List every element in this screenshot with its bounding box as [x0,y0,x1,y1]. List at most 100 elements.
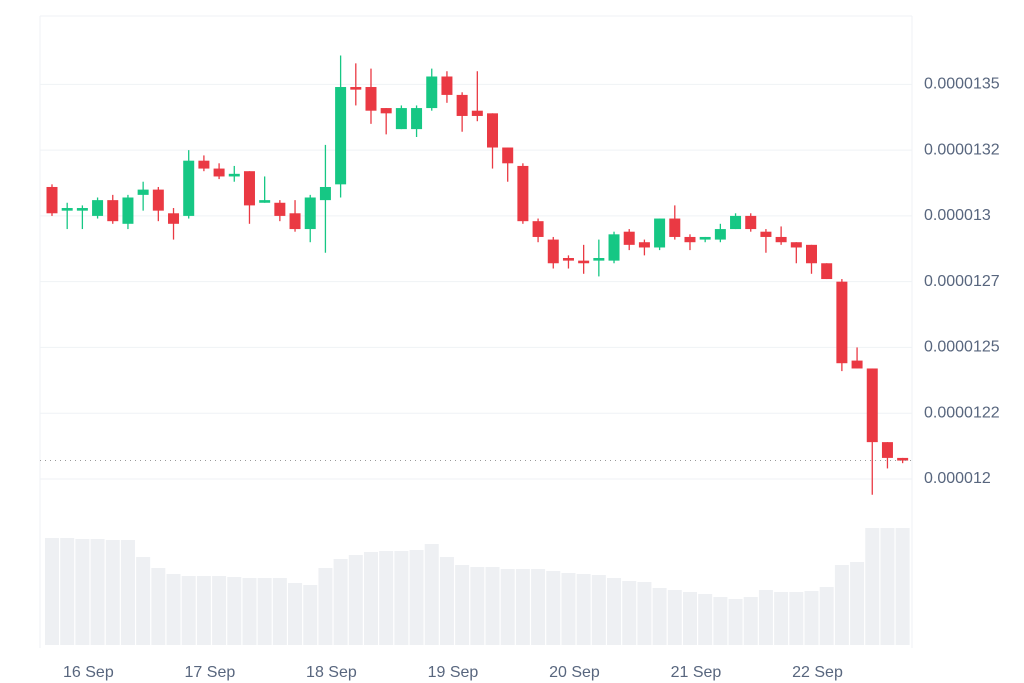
volume-bar [819,587,834,645]
candle-body [335,87,347,185]
volume-bar [318,568,333,645]
volume-bar [682,592,697,645]
candle-body [122,197,134,224]
candle-body [259,200,271,203]
candle-body [274,202,286,216]
x-tick-label: 20 Sep [549,664,600,681]
candle-body [411,108,423,130]
volume-bar [515,569,530,645]
y-tick-label: 0.0000127 [924,273,1000,290]
volume-bar [379,551,394,645]
candle-body [213,168,225,177]
volume-bar [394,551,409,645]
volume-bar [196,576,211,645]
volume-bar [242,578,257,645]
volume-bar [45,538,59,645]
volume-bar [546,571,561,645]
candle-body [380,108,392,114]
candle-body [654,218,666,248]
volume-bar [272,578,287,645]
volume-bar [880,528,895,645]
candle-body [821,263,833,280]
volume-bar [743,597,758,645]
x-tick-label: 21 Sep [671,664,722,681]
candle-body [61,208,73,211]
volume-bar [470,567,485,645]
y-tick-label: 0.0000132 [924,141,1000,158]
candle-body [730,215,742,230]
volume-bar [439,557,454,645]
candle-body [198,160,210,169]
candle-body [714,229,726,240]
candle-body [487,113,499,148]
candle-body [638,242,650,248]
volume-bar [834,565,849,645]
y-tick-label: 0.0000135 [924,76,1000,93]
candle-body [168,213,180,224]
candle-body [304,197,316,230]
x-tick-label: 22 Sep [792,664,843,681]
volume-bar [257,578,272,645]
candle-body [699,236,711,240]
volume-bar [728,599,743,645]
volume-bar [561,573,576,645]
volume-bar [576,574,591,645]
candle-body [107,200,119,222]
candle-body [441,76,453,95]
volume-bar [136,557,151,645]
candle-body [578,260,590,264]
volume-bar [409,550,424,645]
candle-body [623,231,635,245]
volume-bar [850,562,865,645]
candle-body [319,186,331,201]
candle-body [228,173,240,177]
candle-body [684,236,696,243]
candle-body [365,87,377,111]
volume-bar [865,528,880,645]
volume-bar [485,567,500,645]
volume-bar [348,555,363,645]
y-tick-label: 0.000013 [924,207,991,224]
volume-bar [758,590,773,645]
candle-body [669,218,681,237]
candle-body [426,76,438,109]
candle-body [46,186,58,214]
candle-body [836,281,848,364]
volume-bar [90,539,105,645]
volume-bar [166,574,181,645]
candle-body [593,258,605,261]
volume-bar [303,585,318,645]
volume-bar [774,592,789,645]
candle-body [289,213,301,230]
volume-bar [607,578,622,645]
volume-bar [531,569,546,645]
candle-body [790,242,802,248]
candle-body [775,236,787,243]
candle-body [532,221,544,237]
volume-bar [333,559,348,645]
volume-bar [424,544,439,645]
candle-body [806,244,817,264]
volume-bar [363,552,378,645]
candle-body [760,231,772,237]
volume-bar [288,583,303,645]
volume-bar [105,540,120,645]
volume-bar [698,594,713,645]
candle-body [897,457,909,461]
volume-bar [151,568,166,645]
candle-body [851,360,863,369]
x-tick-label: 19 Sep [428,664,479,681]
volume-bar [75,539,90,645]
candle-body [562,258,574,261]
candle-body [471,110,483,116]
y-tick-label: 0.0000122 [924,404,1000,421]
candle-body [502,147,514,164]
candle-body [183,160,195,216]
volume-bar [637,582,652,645]
candle-body [243,171,255,206]
volume-bar [789,592,804,645]
volume-bar [652,588,667,645]
volume-bar [120,540,135,645]
volume-bar [500,569,515,645]
